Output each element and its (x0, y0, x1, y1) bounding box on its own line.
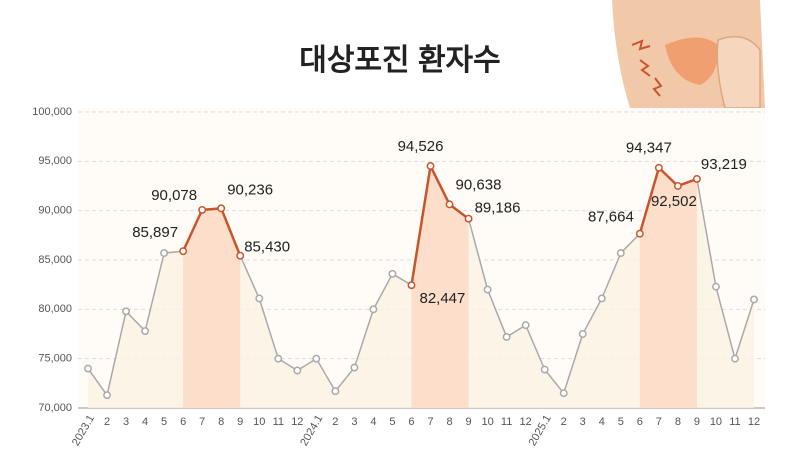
point (502, 333, 511, 341)
y-tick-label: 100,000 (32, 106, 72, 118)
x-tick-label: 9 (237, 416, 243, 428)
x-tick-label: 7 (656, 416, 662, 428)
point (540, 365, 549, 374)
point (388, 269, 397, 278)
y-tick-label: 85,000 (38, 254, 72, 266)
point (179, 247, 188, 256)
point (198, 205, 207, 214)
value-label: 92,502 (651, 193, 697, 210)
highlight-line (410, 161, 470, 286)
highlight-area (639, 167, 697, 408)
x-tick-label: 3 (123, 416, 129, 428)
x-tick-label: 8 (218, 416, 224, 428)
x-tick-label: 9 (466, 416, 472, 428)
point (673, 182, 682, 190)
highlight-line (638, 165, 698, 235)
x-tick-label: 12 (291, 416, 303, 428)
value-label: 93,219 (701, 156, 747, 173)
illustration (612, 0, 765, 109)
x-tick-label: 8 (446, 416, 452, 428)
x-tick-label: 10 (253, 416, 265, 428)
highlight-area (411, 166, 469, 408)
point (426, 162, 435, 170)
point (731, 354, 739, 363)
x-tick-label: 4 (142, 416, 148, 428)
x-tick-label: 5 (618, 416, 624, 428)
value-label: 94,347 (626, 140, 672, 157)
x-tick-label: 2 (561, 416, 567, 428)
x-tick-label: 5 (161, 416, 167, 428)
x-tick-label: 6 (637, 416, 643, 428)
x-tick-label: 12 (520, 416, 532, 428)
value-label: 90,236 (227, 181, 273, 198)
point (350, 363, 359, 372)
value-label: 87,664 (588, 209, 634, 226)
point (236, 251, 245, 260)
point (141, 327, 150, 335)
y-tick-label: 80,000 (38, 303, 72, 315)
point (483, 285, 492, 294)
point (445, 200, 454, 209)
value-label: 90,638 (456, 176, 502, 193)
value-label: 85,430 (244, 239, 290, 256)
point (521, 321, 530, 330)
point (750, 295, 758, 304)
point (559, 389, 568, 398)
x-tick-label: 2 (332, 416, 338, 428)
highlight-area (183, 208, 241, 408)
x-tick-label: 10 (481, 416, 493, 428)
x-tick-label: 2023.1 (70, 413, 97, 448)
point (616, 249, 625, 258)
point (407, 281, 416, 290)
point (578, 330, 587, 338)
x-tick-label: 7 (427, 416, 433, 428)
x-tick-label: 6 (180, 416, 186, 428)
value-label: 85,897 (132, 224, 178, 241)
y-tick-label: 95,000 (38, 155, 72, 167)
x-tick-label: 2 (104, 416, 110, 428)
value-label: 89,186 (475, 200, 521, 217)
x-tick-label: 7 (199, 416, 205, 428)
point (331, 387, 340, 396)
point (217, 204, 226, 213)
point (103, 391, 111, 400)
highlight-line (182, 207, 242, 257)
point (312, 354, 321, 363)
value-label: 94,526 (398, 138, 444, 155)
point (635, 229, 644, 238)
x-tick-label: 9 (694, 416, 700, 428)
point (711, 282, 720, 291)
point (122, 307, 131, 316)
x-tick-label: 12 (748, 416, 760, 428)
point (654, 163, 663, 172)
x-tick-label: 5 (389, 416, 395, 428)
x-tick-label: 3 (580, 416, 586, 428)
y-tick-label: 90,000 (38, 205, 72, 217)
point (369, 305, 378, 314)
value-label: 82,447 (419, 290, 465, 307)
x-tick-label: 10 (710, 416, 722, 428)
point (692, 174, 701, 183)
point (160, 249, 169, 258)
point (293, 366, 302, 375)
x-tick-label: 4 (599, 416, 605, 428)
x-tick-label: 3 (351, 416, 357, 428)
point (84, 364, 92, 373)
x-tick-label: 4 (370, 416, 376, 428)
point (255, 294, 264, 303)
chart-title: 대상포진 환자수 (299, 44, 501, 77)
point (597, 294, 606, 303)
y-tick-label: 75,000 (38, 353, 72, 365)
point (464, 214, 473, 223)
x-tick-label: 6 (408, 416, 414, 428)
y-tick-label: 70,000 (38, 402, 72, 414)
point (274, 354, 283, 363)
x-tick-label: 11 (729, 416, 740, 428)
x-tick-label: 11 (273, 416, 284, 428)
value-label: 90,078 (151, 187, 197, 204)
x-tick-label: 11 (501, 416, 512, 428)
x-tick-label: 8 (675, 416, 681, 428)
